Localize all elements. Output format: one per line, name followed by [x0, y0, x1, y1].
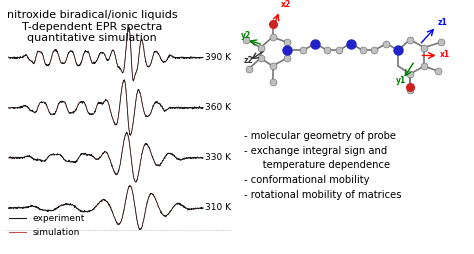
Text: nitroxide biradical/ionic liquids
T-dependent EPR spectra
quantitative simulatio: nitroxide biradical/ionic liquids T-depe…	[7, 10, 178, 43]
Text: - molecular geometry of probe
- exchange integral sign and
      temperature dep: - molecular geometry of probe - exchange…	[244, 131, 401, 200]
Text: y1: y1	[396, 76, 406, 85]
Text: 310 K: 310 K	[205, 203, 231, 212]
Text: 360 K: 360 K	[205, 103, 231, 112]
Text: z2: z2	[244, 56, 254, 65]
Text: x2: x2	[281, 0, 291, 9]
Text: 390 K: 390 K	[205, 53, 231, 62]
Legend: experiment, simulation: experiment, simulation	[9, 214, 85, 237]
Text: z1: z1	[437, 18, 447, 27]
Text: x1: x1	[440, 50, 450, 59]
Text: 330 K: 330 K	[205, 153, 231, 162]
Text: y2: y2	[240, 31, 251, 40]
